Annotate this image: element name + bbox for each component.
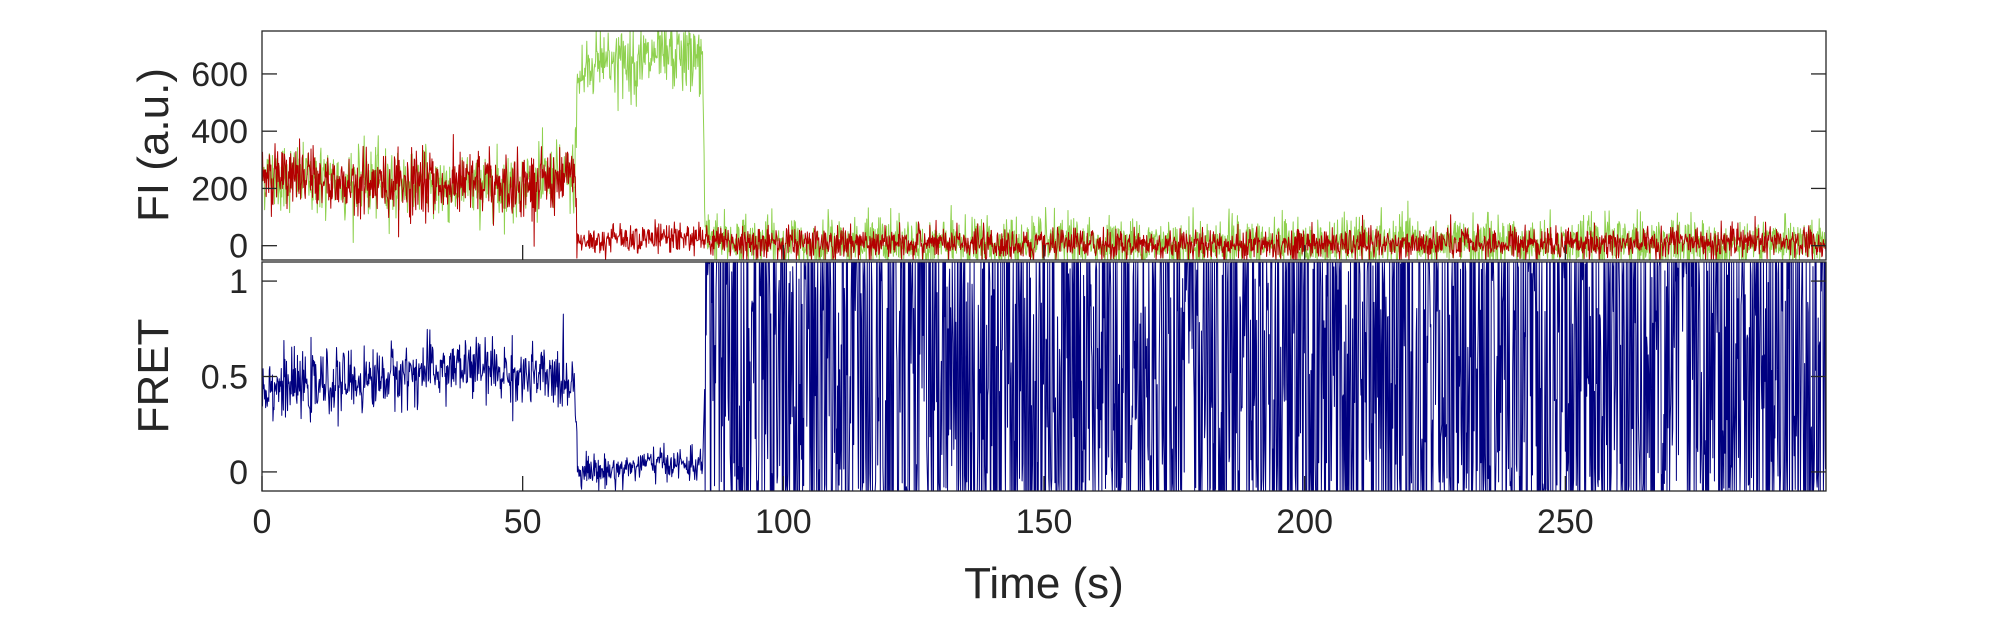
bottom-xlabel: Time (s) [964, 559, 1124, 608]
bottom-xtick-label: 200 [1276, 503, 1333, 541]
bottom-xtick-label: 50 [504, 503, 542, 541]
bottom-ylabel: FRET [129, 319, 178, 434]
bottom-ytick-label: 0.5 [201, 359, 248, 397]
bottom-xtick-label: 250 [1537, 503, 1594, 541]
top-ytick-label: 200 [191, 170, 248, 208]
bottom-xticks: 0 50 100 150 200 250 [253, 476, 1594, 541]
fret-trace-line [261, 261, 1827, 492]
bottom-ytick-label: 1 [229, 263, 248, 301]
top-ylabel: FI (a.u.) [129, 68, 178, 222]
top-yticks: 0 200 400 600 [191, 56, 1826, 266]
top-ytick-label: 0 [229, 228, 248, 266]
top-ytick-label: 600 [191, 56, 248, 94]
bottom-series-blue [261, 261, 1827, 492]
bottom-ytick-label: 0 [229, 454, 248, 492]
top-series-green [261, 30, 1827, 261]
bottom-panel: 00.51 0 50 100 150 200 250 FRET Time (s) [129, 261, 1827, 608]
top-panel: 0 200 400 600 FI (a.u.) [129, 30, 1827, 266]
bottom-xtick-label: 0 [253, 503, 272, 541]
bottom-xtick-label: 150 [1016, 503, 1073, 541]
top-ytick-label: 400 [191, 113, 248, 151]
bottom-xtick-label: 100 [755, 503, 812, 541]
bottom-yticks: 00.51 [201, 263, 1826, 492]
green-trace-line [261, 30, 1827, 261]
